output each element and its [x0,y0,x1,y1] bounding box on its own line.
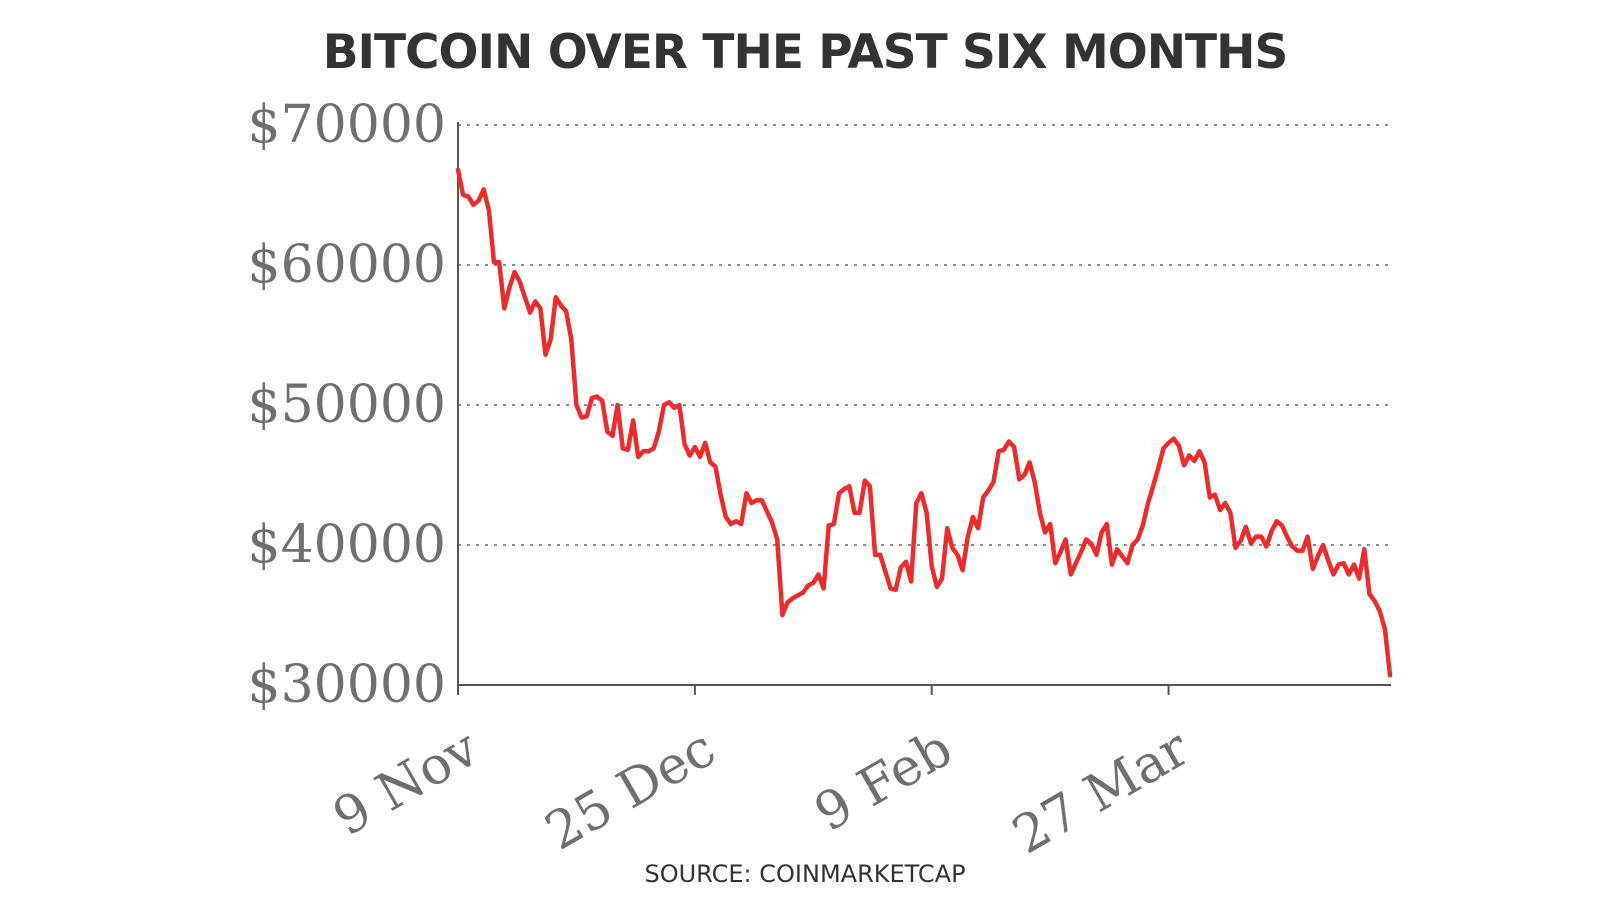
price-points [457,169,1391,676]
y-tick-label: $30000 [247,655,446,715]
chart-title: BITCOIN OVER THE PAST SIX MONTHS [323,25,1288,80]
x-tick-label: 27 Mar [1003,718,1199,866]
x-axis-tick-labels: 9 Nov 25 Dec 9 Feb 27 Mar [324,718,1200,866]
y-tick-label: $70000 [247,95,446,155]
y-tick-label: $60000 [247,235,446,295]
x-tick-label: 9 Nov [324,718,489,848]
y-tick-label: $50000 [247,375,446,435]
y-axis-tick-labels: $30000 $40000 $50000 $60000 $70000 [247,95,446,715]
y-tick-label: $40000 [247,515,446,575]
source-note: SOURCE: COINMARKETCAP [644,860,965,888]
x-tick-label: 25 Dec [536,718,726,862]
gridlines [458,124,1390,546]
x-axis-ticks [457,685,1170,695]
x-tick-label: 9 Feb [805,718,962,843]
price-series-line [455,167,1393,678]
